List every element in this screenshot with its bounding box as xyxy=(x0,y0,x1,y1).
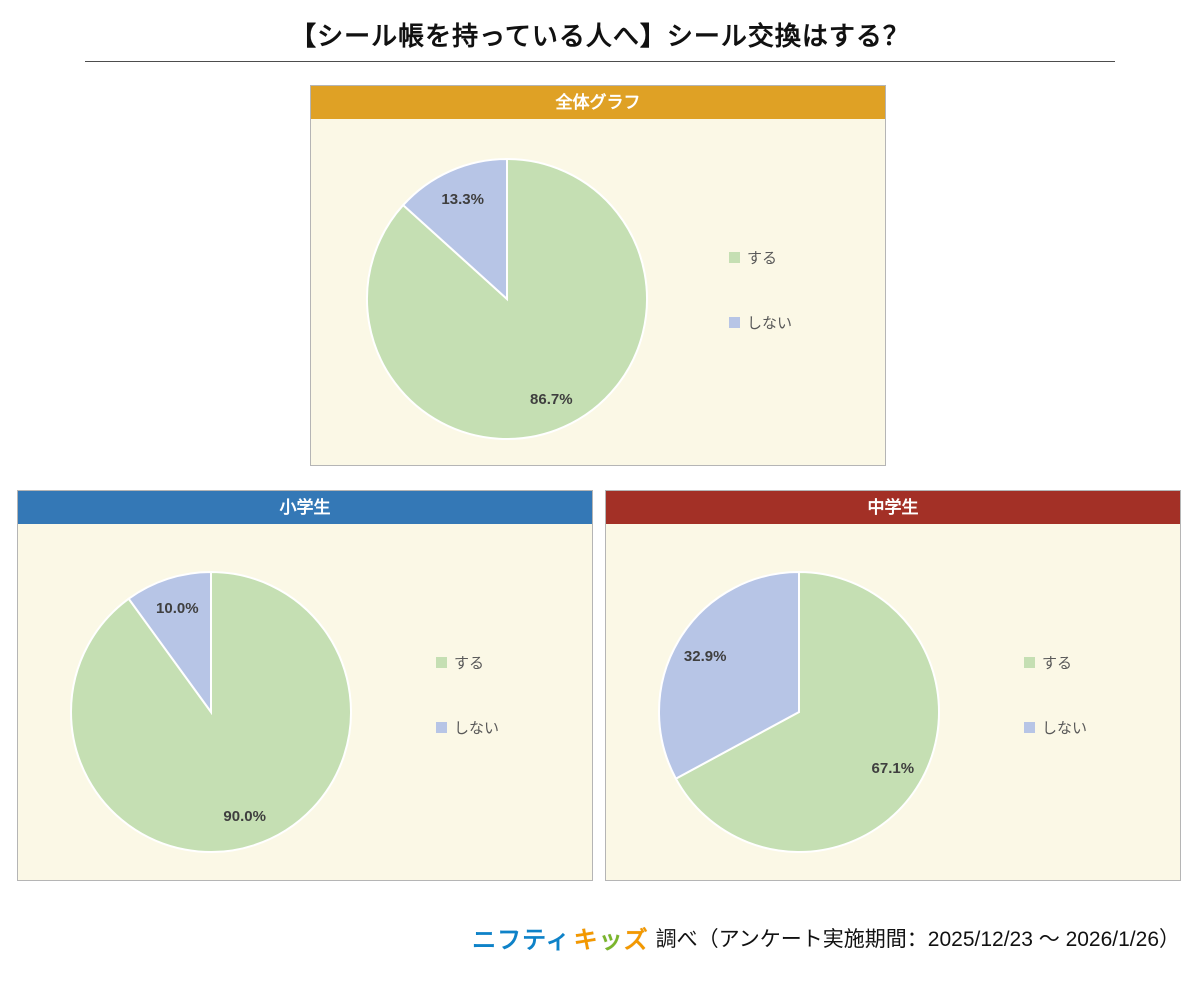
kids-logo-char: キ xyxy=(573,927,599,954)
title-divider xyxy=(85,61,1115,62)
legend-label-0: する xyxy=(747,250,778,267)
legend-elementary: する しない xyxy=(436,652,499,738)
slice-label-1: 13.3% xyxy=(441,191,484,208)
slice-label-0: 86.7% xyxy=(530,391,573,408)
pie-chart-elementary: 90.0% 10.0% xyxy=(61,562,361,862)
legend-item-1: しない xyxy=(436,717,499,738)
legend-label-1: しない xyxy=(454,720,500,737)
kids-logo: キッズ xyxy=(574,920,649,955)
panel-elementary: 小学生 90.0% 10.0% するしない xyxy=(17,490,593,881)
pie-slice-1 xyxy=(658,570,800,781)
panel-junior: 中学生 67.1% 32.9% するしない xyxy=(605,490,1181,881)
pie-chart-overall: 86.7% 13.3% xyxy=(357,149,657,449)
slice-label-0: 90.0% xyxy=(223,808,266,825)
footer-credit: ニフティ キッズ 調べ（アンケート実施期間：2025/12/23 ～ 2026/… xyxy=(472,920,1180,955)
legend-overall: する しない xyxy=(729,247,792,333)
legend-label-1: しない xyxy=(1042,720,1088,737)
pie-slice-1 xyxy=(401,157,508,302)
panel-header-elementary: 小学生 xyxy=(18,491,592,524)
pie-slice-0 xyxy=(674,570,940,853)
pie-svg: 86.7% 13.3% xyxy=(366,157,648,440)
pie-slice-1 xyxy=(127,570,212,716)
panel-body-elementary: 90.0% 10.0% するしない xyxy=(18,524,592,880)
kids-logo-char: ズ xyxy=(623,927,649,954)
pie-svg: 67.1% 32.9% xyxy=(658,570,940,853)
legend-label-1: しない xyxy=(747,315,793,332)
legend-swatch-0 xyxy=(436,657,447,668)
legend-swatch-1 xyxy=(436,722,447,733)
legend-item-1: しない xyxy=(1024,717,1087,738)
nifty-logo: ニフティ xyxy=(472,927,571,954)
panel-header-overall: 全体グラフ xyxy=(311,86,885,119)
legend-item-0: する xyxy=(1024,652,1087,673)
panel-body-junior: 67.1% 32.9% するしない xyxy=(606,524,1180,880)
legend-label-0: する xyxy=(1042,655,1073,672)
pie-svg: 90.0% 10.0% xyxy=(70,570,352,853)
slice-label-1: 10.0% xyxy=(156,600,199,617)
slice-label-1: 32.9% xyxy=(684,648,727,665)
legend-item-1: しない xyxy=(729,312,792,333)
legend-junior: する しない xyxy=(1024,652,1087,738)
legend-swatch-1 xyxy=(1024,722,1035,733)
footer-text: 調べ（アンケート実施期間：2025/12/23 ～ 2026/1/26） xyxy=(655,927,1180,951)
legend-swatch-0 xyxy=(729,252,740,263)
legend-swatch-0 xyxy=(1024,657,1035,668)
legend-swatch-1 xyxy=(729,317,740,328)
page-title: 【シール帳を持っている人へ】シール交換はする？ xyxy=(290,21,910,51)
panel-overall: 全体グラフ 86.7% 13.3% するしない xyxy=(310,85,886,466)
legend-item-0: する xyxy=(436,652,499,673)
panel-header-junior: 中学生 xyxy=(606,491,1180,524)
kids-logo-char: ッ xyxy=(598,927,624,954)
pie-chart-junior: 67.1% 32.9% xyxy=(649,562,949,862)
panel-body-overall: 86.7% 13.3% するしない xyxy=(311,119,885,465)
legend-label-0: する xyxy=(454,655,485,672)
slice-label-0: 67.1% xyxy=(872,760,915,777)
legend-item-0: する xyxy=(729,247,792,268)
